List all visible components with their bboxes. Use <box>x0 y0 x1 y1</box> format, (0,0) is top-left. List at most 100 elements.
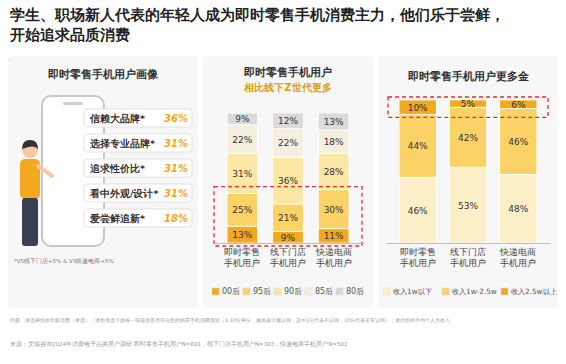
data-label: 6% <box>511 100 526 110</box>
data-label: 42% <box>458 133 478 143</box>
person-hair <box>22 140 38 149</box>
data-label: 21% <box>278 213 298 223</box>
bar-segment <box>227 194 258 227</box>
profile-label: 追求性价比* <box>89 163 145 174</box>
x-axis-line <box>387 243 551 244</box>
data-labels: 46%53%48%44%42%46%10%5%6% <box>408 99 529 216</box>
profile-tag <box>84 209 192 227</box>
x-tick: 线下门店手机用户 <box>450 243 486 268</box>
data-label: 46% <box>508 137 528 147</box>
bar-segment <box>318 113 349 130</box>
panel-title: 即时零售手机用户画像 <box>48 68 159 81</box>
bar-segment <box>500 109 537 175</box>
x-tick: 快递电商手机用户 <box>315 243 352 268</box>
bar-segment <box>227 226 258 243</box>
profile-label: 爱尝鲜追新* <box>89 213 145 224</box>
chart-title: 即时零售手机用户更多金 <box>408 70 530 83</box>
data-label: 5% <box>461 99 476 109</box>
legend-label: 85后 <box>315 287 333 296</box>
bar-segment <box>318 153 349 189</box>
bar-segment <box>227 113 258 125</box>
profile-tag <box>84 184 192 202</box>
panel-background <box>378 56 558 308</box>
bar-segment <box>399 114 436 177</box>
bar-segment <box>273 204 304 231</box>
bar-segment <box>318 190 349 229</box>
footer-question: 问题：请选择您的年龄范围（单选）；请您考虑下面每一项描述是否符合您的购买手机消费… <box>10 317 450 323</box>
title: 学生、职场新人代表的年轻人成为即时零售手机消费主力，他们乐于尝鲜， <box>10 6 505 23</box>
chart: 即时零售手机用户更多金46%53%48%44%42%46%10%5%6%即时零售… <box>383 70 557 296</box>
data-label: 9% <box>235 114 250 124</box>
legend-label: 收入1w-2.5w <box>452 287 497 296</box>
profile-label: 看中外观/设计* <box>89 188 158 199</box>
x-tick-label: 快递电商手机用户 <box>315 247 352 267</box>
x-tick-label: 即时零售手机用户 <box>224 247 260 267</box>
legend-swatch <box>383 288 390 295</box>
data-label: 46% <box>408 206 428 216</box>
bar-segment <box>399 100 436 114</box>
legend-swatch <box>274 288 281 295</box>
legend-label: 95后 <box>253 287 271 296</box>
bars <box>227 113 349 243</box>
profile-tag <box>84 134 192 152</box>
x-tick-label-line: 快递电商 <box>315 247 352 257</box>
data-label: 13% <box>232 230 252 240</box>
x-tick-label-line: 手机用户 <box>450 258 486 268</box>
bar-segment <box>273 231 304 243</box>
data-label: 28% <box>324 167 344 177</box>
x-tick: 快递电商手机用户 <box>499 243 536 268</box>
profile-label: 选择专业品牌* <box>89 138 155 149</box>
chart: 即时零售手机用户相比线下Z世代更多13%9%11%25%21%30%31%36%… <box>212 66 365 296</box>
data-label: 11% <box>324 231 344 241</box>
bar-segment <box>273 129 304 158</box>
legend-swatch <box>442 288 449 295</box>
highlight-box <box>214 187 362 246</box>
profile-label: 信赖大品牌* <box>89 113 145 124</box>
x-tick-label-line: 手机用户 <box>400 258 436 268</box>
legend-swatch <box>212 288 219 295</box>
footer-source: 来源：艾瑞咨询2024年消费电子品类用户调研 即时零售手机用户N=691，线下门… <box>10 340 347 347</box>
data-label: 22% <box>232 135 252 145</box>
data-label: 9% <box>281 233 296 243</box>
chart-title: 即时零售手机用户 <box>244 66 332 79</box>
data-label: 53% <box>458 201 478 211</box>
data-label: 48% <box>508 204 528 214</box>
legend: 00后95后90后85后80后 <box>212 287 364 296</box>
profile-value: 31% <box>164 138 188 149</box>
bar-segment <box>449 167 486 243</box>
bar-segment <box>227 125 258 154</box>
person-legs <box>22 198 38 246</box>
data-label: 36% <box>278 176 298 186</box>
bar-segment <box>273 157 304 204</box>
data-labels: 13%9%11%25%21%30%31%36%28%22%22%18%9%12%… <box>232 114 344 242</box>
x-tick: 线下门店手机用户 <box>270 243 306 268</box>
infographic: 学生、职场新人代表的年轻人成为即时零售手机消费主力，他们乐于尝鲜， 开始追求品质消… <box>0 0 566 364</box>
profile-value: 18% <box>164 213 188 224</box>
x-tick-label-line: 线下门店 <box>270 247 306 257</box>
legend-label: 收入1w以下 <box>393 287 432 296</box>
data-label: 30% <box>324 205 344 215</box>
data-label: 31% <box>232 169 252 179</box>
legend-label: 收入2.5w以上 <box>511 287 557 296</box>
panel-background <box>203 56 373 308</box>
legend-label: 00后 <box>222 287 240 296</box>
bars <box>399 100 537 243</box>
bar-segment <box>318 130 349 153</box>
highlight-box <box>388 97 548 117</box>
legend-swatch <box>243 288 250 295</box>
chart-subtitle: 相比线下Z世代更多 <box>243 82 331 93</box>
data-label: 10% <box>408 103 428 113</box>
x-tick-label-line: 快递电商 <box>499 247 536 257</box>
bar-segment <box>399 177 436 243</box>
profile-tag <box>84 109 192 127</box>
x-tick-label-line: 即时零售 <box>224 247 260 257</box>
title: 开始追求品质消费 <box>9 27 130 43</box>
profile-value: 36% <box>164 113 188 124</box>
bar-segment <box>273 113 304 129</box>
data-label: 22% <box>278 138 298 148</box>
x-tick-label-line: 手机用户 <box>224 258 260 268</box>
x-tick-label: 快递电商手机用户 <box>499 247 536 267</box>
x-tick-label-line: 手机用户 <box>270 258 306 268</box>
legend: 收入1w以下 收入1w-2.5w 收入2.5w以上 <box>383 287 557 296</box>
data-label: 12% <box>278 116 298 126</box>
